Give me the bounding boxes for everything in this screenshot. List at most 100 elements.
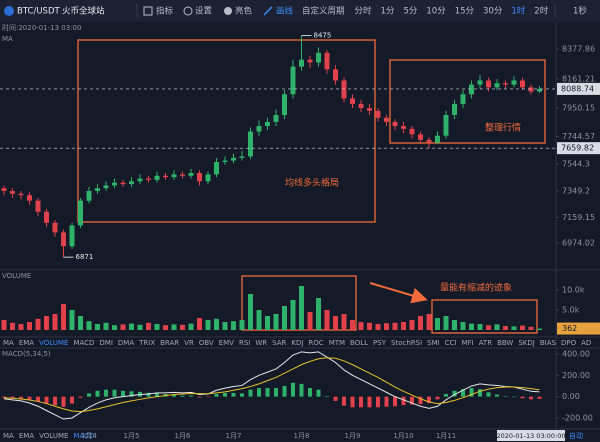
indicator-tab[interactable]: DPO [561, 339, 577, 347]
indicator-tab[interactable]: MA [3, 432, 14, 440]
y-tick-label: 0.00 [562, 392, 580, 401]
indicator-tab[interactable]: MACD [73, 339, 94, 347]
indicator-tab[interactable]: PSY [373, 339, 387, 347]
period-button[interactable]: 1时 [511, 6, 525, 17]
period-button[interactable]: 2时 [534, 6, 548, 17]
macd-bar [384, 396, 389, 407]
volume-bar [188, 323, 194, 330]
period-button[interactable]: 15分 [455, 7, 475, 17]
indicator-tab[interactable]: VR [184, 339, 194, 347]
indicator-tab[interactable]: BBW [497, 339, 513, 347]
period-button[interactable]: 5分 [403, 7, 417, 17]
tool-button[interactable]: 画线 [276, 6, 294, 17]
macd-bar [325, 396, 329, 397]
indicator-tab[interactable]: VOLUME [39, 339, 68, 347]
macd-bar [452, 390, 457, 397]
volume-bar [27, 322, 32, 330]
indicator-tab[interactable]: OBV [199, 339, 214, 347]
macd-bar [146, 392, 151, 397]
indicator-tab[interactable]: VOLUME [39, 432, 68, 440]
time-label: 2020-01-13 03:00:00 [496, 432, 565, 440]
macd-bar [121, 390, 125, 397]
y-tick-label: 7950.15 [562, 104, 595, 113]
macd-bar [401, 396, 406, 406]
exchange[interactable]: 火币全球站 [62, 6, 105, 17]
indicator-tab[interactable]: BOLL [350, 339, 368, 347]
macd-bar [503, 396, 508, 397]
indicator-tab[interactable]: KDJ [291, 339, 303, 347]
candle-body [409, 128, 415, 135]
indicator-tab[interactable]: BIAS [540, 339, 557, 347]
period-button[interactable]: 30分 [483, 7, 503, 17]
y-tick-label: 200.00 [562, 371, 590, 380]
volume-bar [103, 322, 109, 330]
period-button[interactable]: 分时 [355, 6, 373, 17]
macd-bar [350, 396, 355, 408]
indicator-tab[interactable]: MA [3, 339, 14, 347]
custom-period[interactable]: 自定义周期 [302, 6, 345, 17]
indicator-tab[interactable]: SAR [272, 339, 286, 347]
indicator-tab[interactable]: ATR [479, 339, 493, 347]
candle-body [528, 87, 534, 92]
x-tick-label: 1月5 [124, 432, 140, 440]
volume-bar [35, 318, 41, 330]
candle-body [18, 193, 24, 196]
indicator-tab[interactable]: MACD [73, 432, 94, 440]
candle-body [120, 182, 126, 185]
candle-body [452, 103, 457, 115]
volume-bar [426, 314, 432, 330]
speed-button[interactable]: 1秒 [573, 6, 587, 17]
candle-body [341, 80, 347, 99]
volume-bar [341, 314, 347, 330]
volume-bar [69, 310, 75, 330]
indicator-tab[interactable]: MTM [329, 339, 345, 347]
indicator-tab[interactable]: AD [581, 339, 591, 347]
annotation: 量能有缩减的迹象 [440, 282, 512, 294]
volume-bar [486, 325, 491, 330]
indicator-tab[interactable]: CCI [445, 339, 457, 347]
indicator-tab[interactable]: MFI [462, 339, 474, 347]
indicator-tab[interactable]: TRIX [138, 339, 155, 347]
indicator-tab[interactable]: SMI [427, 339, 440, 347]
macd-bar [529, 396, 533, 400]
candle-body [112, 182, 117, 186]
symbol[interactable]: BTC/USDT [17, 7, 60, 17]
candle-body [256, 126, 262, 132]
indicator-tab[interactable]: DMA [118, 339, 134, 347]
macd-bar [95, 390, 100, 397]
volume-bar [316, 298, 321, 330]
macd-bar [410, 396, 414, 405]
indicator-tab[interactable]: EMV [219, 339, 234, 347]
indicator-tab[interactable]: SKDJ [518, 339, 535, 347]
period-button[interactable]: 10分 [426, 7, 446, 17]
indicator-tab[interactable]: BRAR [160, 339, 179, 347]
indicator-tab[interactable]: EMA [19, 339, 34, 347]
tool-button[interactable]: 设置 [195, 6, 213, 17]
macd-bar [478, 389, 482, 397]
period-button[interactable]: 1分 [381, 7, 395, 17]
indicator-tab[interactable]: StochRSI [391, 339, 422, 347]
y-tick-label: -200.00 [562, 413, 593, 422]
y-tick-label: 7544.3 [562, 160, 590, 169]
volume-bar [282, 306, 287, 330]
tool-button[interactable]: 亮色 [235, 6, 253, 17]
indicator-tab[interactable]: EMA [19, 432, 34, 440]
volume-bar [171, 324, 177, 330]
tool-button[interactable]: 指标 [156, 6, 174, 17]
mode-button[interactable]: 自动 [569, 431, 583, 440]
macd-bar [291, 382, 295, 397]
volume-bar [375, 324, 381, 330]
macd-bar [155, 392, 159, 397]
indicator-tab[interactable]: WR [255, 339, 267, 347]
dif-line [3, 351, 540, 420]
indicator-tab[interactable]: ROC [308, 339, 323, 347]
macd-bar [240, 393, 244, 397]
macd-bar [112, 389, 117, 397]
candle-body [231, 157, 236, 161]
macd-bar [537, 396, 542, 399]
volume-bar [358, 322, 364, 330]
candle-body [460, 94, 466, 104]
indicator-tab[interactable]: RSI [239, 339, 250, 347]
indicator-tab[interactable]: DMI [99, 339, 113, 347]
macd-bar [36, 396, 40, 402]
